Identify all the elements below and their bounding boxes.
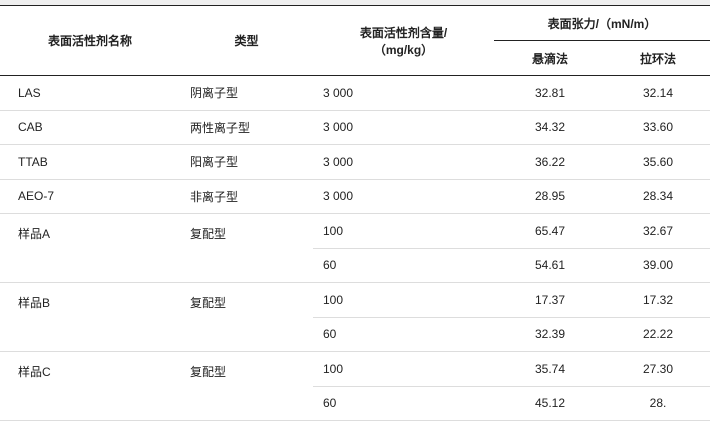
cell-pendant: 34.32: [494, 110, 606, 145]
header-tension: 表面张力/（mN/m）: [494, 5, 710, 41]
cell-name: 样品B: [0, 282, 180, 352]
table-row: LAS 阴离子型 3 000 32.81 32.14: [0, 75, 710, 111]
table-row: 60 54.61 39.00: [0, 248, 710, 283]
header-name: 表面活性剂名称: [0, 5, 180, 76]
cell-ring: 28.: [606, 386, 710, 421]
cell-type: 两性离子型: [180, 110, 313, 145]
table-row: 60 32.39 22.22: [0, 317, 710, 352]
cell-ring: 35.60: [606, 144, 710, 180]
table-row: 样品A 复配型 100 65.47 32.67: [0, 213, 710, 283]
cell-ring: 28.34: [606, 179, 710, 214]
cell-type: 阴离子型: [180, 75, 313, 111]
table-row: 样品B 复配型 100 17.37 17.32: [0, 282, 710, 352]
cell-pendant: 35.74: [494, 351, 606, 387]
cell-pendant: 65.47: [494, 213, 606, 249]
cell-ring: 33.60: [606, 110, 710, 145]
cell-name: CAB: [0, 110, 180, 145]
cell-content: 3 000: [313, 75, 494, 111]
header-content: 表面活性剂含量/ （mg/kg）: [313, 5, 494, 76]
cell-ring: 32.14: [606, 75, 710, 111]
cell-content: 60: [313, 317, 494, 352]
cell-pendant: 17.37: [494, 282, 606, 318]
top-bar: [0, 0, 710, 5]
cell-content: 3 000: [313, 110, 494, 145]
cell-type: 阳离子型: [180, 144, 313, 180]
cell-name: 样品A: [0, 213, 180, 283]
cell-type: 复配型: [180, 351, 313, 421]
cell-name: 样品C: [0, 351, 180, 421]
header-ring: 拉环法: [606, 40, 710, 76]
header-type: 类型: [180, 5, 313, 76]
table-row: AEO-7 非离子型 3 000 28.95 28.34: [0, 179, 710, 214]
cell-pendant: 54.61: [494, 248, 606, 283]
cell-content: 3 000: [313, 144, 494, 180]
cell-content: 100: [313, 213, 494, 249]
cell-content: 60: [313, 248, 494, 283]
surface-tension-table: 表面活性剂名称 类型 表面活性剂含量/ （mg/kg） 表面张力/（mN/m） 悬…: [0, 5, 710, 421]
cell-pendant: 32.81: [494, 75, 606, 111]
cell-pendant: 28.95: [494, 179, 606, 214]
cell-ring: 27.30: [606, 351, 710, 387]
table-row: CAB 两性离子型 3 000 34.32 33.60: [0, 110, 710, 145]
header-pendant: 悬滴法: [494, 40, 606, 76]
cell-name: TTAB: [0, 144, 180, 180]
cell-name: LAS: [0, 75, 180, 111]
cell-pendant: 32.39: [494, 317, 606, 352]
cell-content: 100: [313, 351, 494, 387]
header-content-unit: （mg/kg）: [373, 42, 434, 57]
cell-type: 复配型: [180, 282, 313, 352]
cell-type: 非离子型: [180, 179, 313, 214]
cell-content: 60: [313, 386, 494, 421]
cell-pendant: 45.12: [494, 386, 606, 421]
cell-ring: 32.67: [606, 213, 710, 249]
table-row: 样品C 复配型 100 35.74 27.30: [0, 351, 710, 421]
header-content-label: 表面活性剂含量/: [359, 25, 448, 40]
cell-type: 复配型: [180, 213, 313, 283]
cell-ring: 22.22: [606, 317, 710, 352]
cell-pendant: 36.22: [494, 144, 606, 180]
cell-content: 3 000: [313, 179, 494, 214]
cell-ring: 17.32: [606, 282, 710, 318]
table-row: TTAB 阳离子型 3 000 36.22 35.60: [0, 144, 710, 180]
cell-name: AEO-7: [0, 179, 180, 214]
cell-content: 100: [313, 282, 494, 318]
cell-ring: 39.00: [606, 248, 710, 283]
